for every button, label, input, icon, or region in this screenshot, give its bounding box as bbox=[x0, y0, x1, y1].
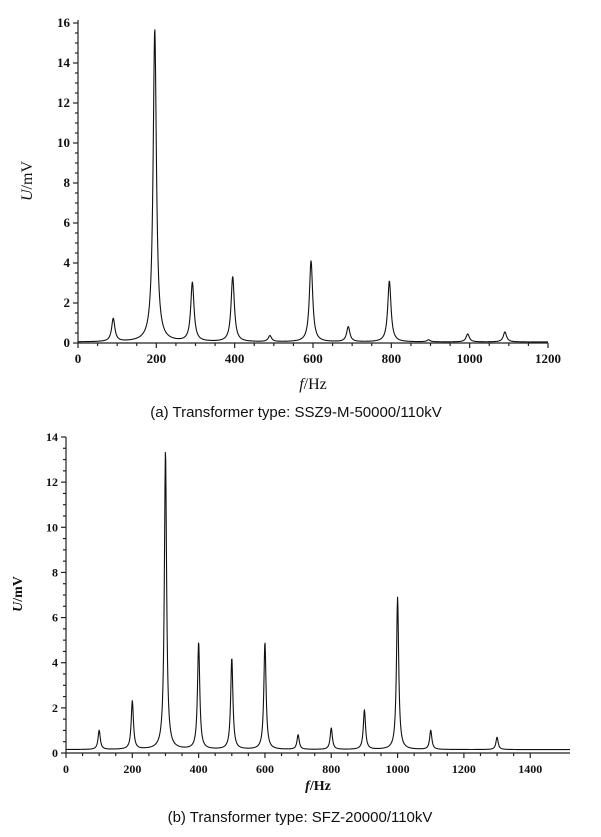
chart-a-ytick-label: 10 bbox=[57, 135, 70, 150]
chart-a-ytick-label: 4 bbox=[64, 255, 71, 270]
chart-a-ytick-label: 6 bbox=[64, 215, 71, 230]
chart-b-xtick-label: 200 bbox=[123, 762, 141, 776]
chart-a-xtick-label: 200 bbox=[147, 351, 167, 366]
chart-a: 0 2 4 6 8 10 12 14 16 0 200 400 600 800 1000 1200 U/mV… bbox=[19, 15, 561, 421]
chart-b-caption: (b) Transformer type: SFZ-20000/110kV bbox=[168, 809, 433, 826]
chart-a-ytick-label: 0 bbox=[64, 335, 71, 350]
chart-b-ylabel: U/mV bbox=[11, 576, 26, 612]
chart-b-ytick-label: 12 bbox=[46, 475, 58, 489]
chart-a-xlabel: f/Hz bbox=[299, 376, 327, 393]
chart-a-ytick-label: 14 bbox=[57, 55, 71, 70]
chart-b-ytick-label: 10 bbox=[46, 520, 58, 534]
chart-b-ytick-label: 4 bbox=[52, 656, 58, 670]
chart-a-xtick-label: 600 bbox=[303, 351, 323, 366]
chart-b-ytick-label: 8 bbox=[52, 565, 58, 579]
chart-a-series-line bbox=[77, 29, 549, 343]
chart-b-xtick-label: 1400 bbox=[518, 762, 542, 776]
chart-b-xtick-label: 1000 bbox=[386, 762, 410, 776]
chart-a-xtick-label: 400 bbox=[225, 351, 245, 366]
chart-b-xtick-label: 600 bbox=[256, 762, 274, 776]
chart-a-xtick-label: 1200 bbox=[535, 351, 561, 366]
chart-b: 0 2 4 6 8 10 12 14 0 200 400 600 800 1000 1200 1400 U/… bbox=[11, 430, 571, 826]
chart-b-ytick-label: 6 bbox=[52, 611, 58, 625]
chart-a-caption: (a) Transformer type: SSZ9-M-50000/110kV bbox=[150, 404, 442, 421]
chart-b-xtick-label: 400 bbox=[190, 762, 208, 776]
chart-a-xtick-label: 0 bbox=[75, 351, 82, 366]
chart-b-xtick-label: 0 bbox=[63, 762, 69, 776]
chart-b-xlabel: f/Hz bbox=[305, 779, 331, 794]
chart-a-ytick-label: 8 bbox=[64, 175, 71, 190]
chart-b-ytick-label: 14 bbox=[46, 430, 58, 444]
chart-b-ytick-label: 0 bbox=[52, 746, 58, 760]
chart-b-xtick-label: 800 bbox=[322, 762, 340, 776]
chart-a-ytick-label: 12 bbox=[57, 95, 70, 110]
chart-a-xtick-label: 800 bbox=[382, 351, 402, 366]
chart-b-ytick-label: 2 bbox=[52, 701, 58, 715]
chart-a-xtick-label: 1000 bbox=[457, 351, 483, 366]
chart-a-ylabel: U/mV bbox=[19, 161, 36, 201]
chart-a-ytick-label: 2 bbox=[64, 295, 71, 310]
chart-a-ytick-label: 16 bbox=[57, 15, 71, 30]
chart-b-xtick-label: 1200 bbox=[452, 762, 476, 776]
chart-b-series-line bbox=[65, 451, 571, 751]
